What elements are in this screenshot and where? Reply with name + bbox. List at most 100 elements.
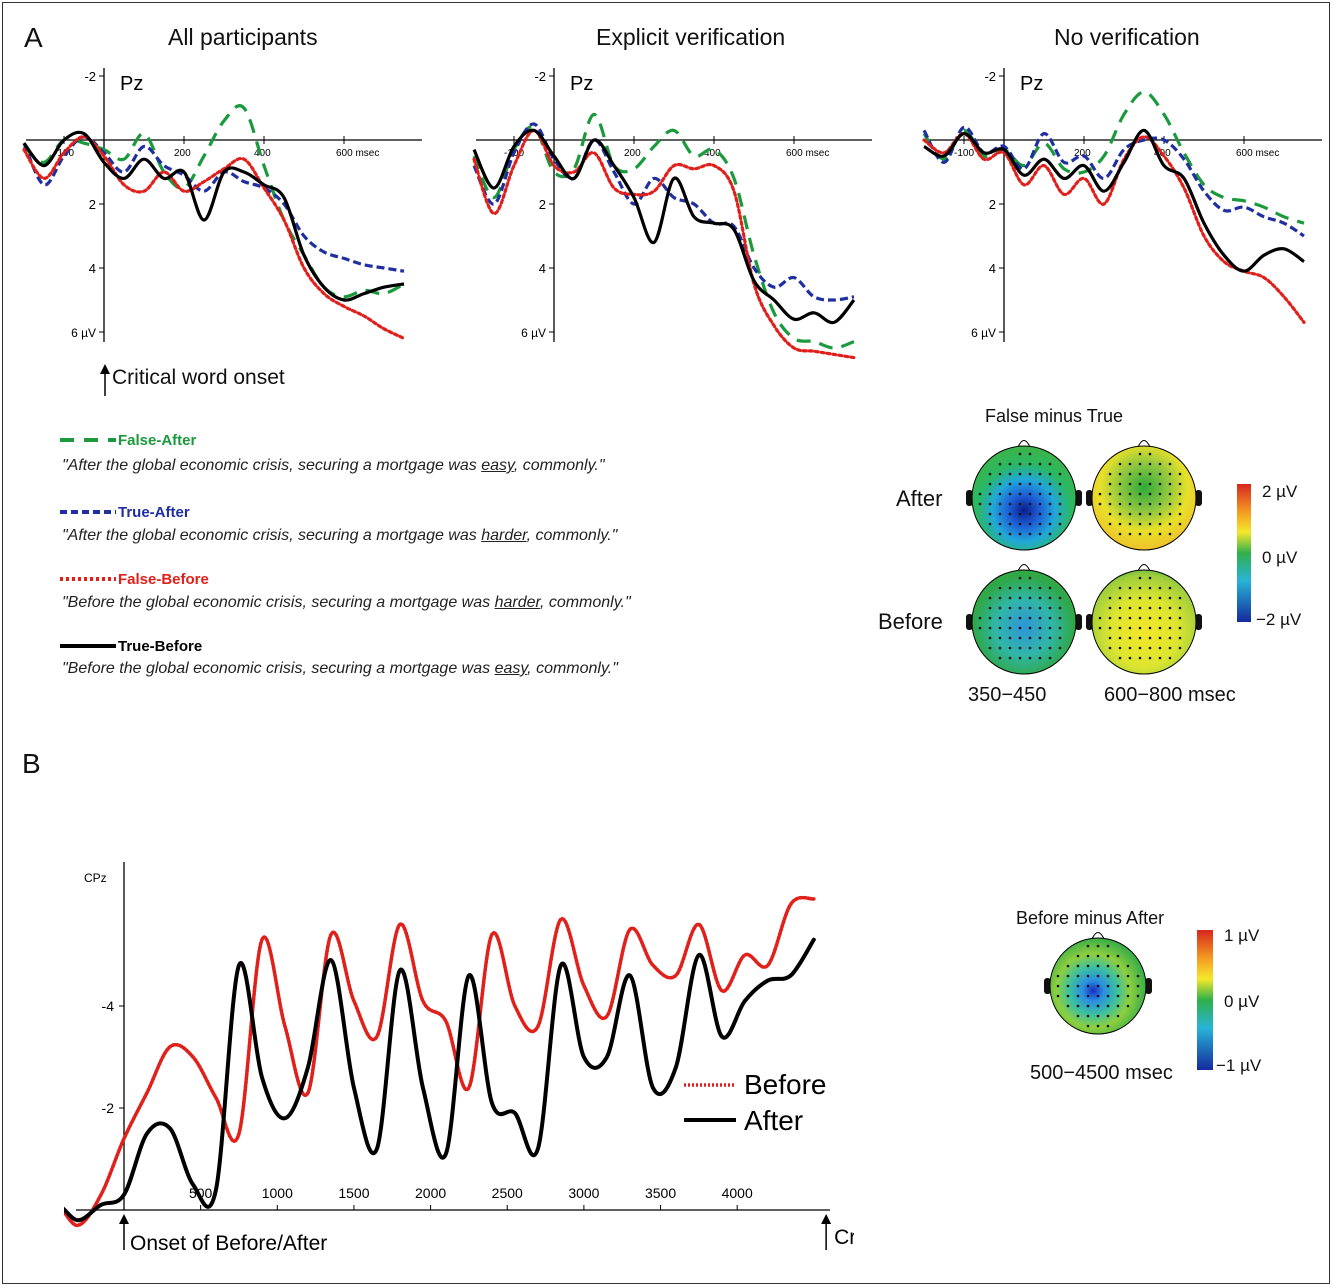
electrode-dot	[1128, 532, 1132, 536]
scale-a-max: 2 µV	[1262, 482, 1298, 501]
legend-label-before: Before	[744, 1069, 827, 1100]
right-ear	[1145, 978, 1152, 994]
electrode-dot	[1126, 984, 1130, 988]
electrode-dot	[1108, 636, 1112, 640]
electrode-dot	[1038, 636, 1042, 640]
nose	[1137, 564, 1151, 572]
onset-before-after-arrow-head	[119, 1214, 129, 1224]
electrode-dot	[1148, 512, 1152, 516]
topo-map-after-600-800	[1086, 440, 1202, 551]
electrode-dot	[1168, 586, 1172, 590]
electrode-dot	[1128, 482, 1132, 486]
electrode-dot	[1028, 646, 1032, 650]
electrode-dot	[978, 616, 982, 620]
electrode-dot	[1008, 512, 1012, 516]
electrode-dot	[1158, 532, 1162, 536]
electrode-dot	[1158, 586, 1162, 590]
electrode-dot	[1118, 626, 1122, 630]
y-tick-label: 4	[89, 261, 96, 276]
electrode-dot	[1116, 974, 1120, 978]
electrode-dot	[1048, 646, 1052, 650]
electrode-dot	[1158, 522, 1162, 526]
electrode-dot	[1138, 502, 1142, 506]
electrode-dot	[998, 492, 1002, 496]
electrode-dot	[1048, 626, 1052, 630]
electrode-dot	[1158, 482, 1162, 486]
topo-b-title: Before minus After	[1016, 908, 1165, 928]
electrode-dot	[1028, 532, 1032, 536]
electrode-dot	[1168, 656, 1172, 660]
electrode-dot	[1066, 964, 1070, 968]
x-tick-label: 2500	[492, 1185, 523, 1201]
electrode-dot	[1028, 636, 1032, 640]
electrode-dot	[1118, 462, 1122, 466]
y-tick-label: -4	[102, 998, 115, 1014]
electrode-dot	[1028, 576, 1032, 580]
electrode-dot	[1058, 482, 1062, 486]
electrode-dot	[988, 482, 992, 486]
x-tick-label: 600 msec	[1236, 148, 1279, 159]
electrode-dot	[1008, 502, 1012, 506]
x-tick-label: 200	[174, 148, 191, 159]
column-title-no-verification: No verification	[1054, 24, 1200, 50]
series-line-true-before	[923, 128, 1305, 273]
electrode-dot	[1128, 616, 1132, 620]
critical-word: easy	[481, 457, 514, 474]
scalp	[1091, 445, 1197, 551]
electrode-dot	[1048, 606, 1052, 610]
electrode-dot	[988, 502, 992, 506]
electrode-dot	[1018, 646, 1022, 650]
legend-line-true-after	[60, 510, 116, 514]
electrode-dot	[1158, 462, 1162, 466]
electrode-dot	[1148, 532, 1152, 536]
electrode-dot	[1128, 512, 1132, 516]
electrode-dot	[1056, 984, 1060, 988]
electrode-dot	[1118, 606, 1122, 610]
sentence-text: "After the global economic crisis, secur…	[62, 457, 482, 474]
topo-window-600-800: 600−800 msec	[1104, 684, 1236, 706]
electrode-dot	[1018, 606, 1022, 610]
electrode-dot	[1098, 502, 1102, 506]
series-line-false-before	[472, 128, 856, 360]
electrode-dot	[1038, 472, 1042, 476]
electrode-dot	[1128, 502, 1132, 506]
electrode-dot	[1178, 646, 1182, 650]
sentence-text: "Before the global economic crisis, secu…	[62, 594, 495, 611]
electrode-dot	[1096, 1024, 1100, 1028]
electrode-dot	[1048, 492, 1052, 496]
electrode-dot	[1158, 616, 1162, 620]
electrode-dot	[1056, 974, 1060, 978]
electrode-dot	[1168, 512, 1172, 516]
electrode-dot	[1108, 492, 1112, 496]
electrode-dot	[1118, 482, 1122, 486]
electrode-dot	[1148, 636, 1152, 640]
series-line-false-after	[922, 90, 1305, 225]
column-title-all-participants: All participants	[168, 24, 318, 50]
x-tick-label: 3000	[568, 1185, 599, 1201]
electrode-dot	[1136, 984, 1140, 988]
left-ear	[966, 490, 973, 506]
electrode-dot	[1116, 984, 1120, 988]
electrode-dot	[1086, 954, 1090, 958]
electrode-dot	[1058, 522, 1062, 526]
electrode-dot	[1178, 636, 1182, 640]
electrode-dot	[1058, 606, 1062, 610]
right-ear	[1195, 614, 1202, 630]
scale-b-zero: 0 µV	[1224, 992, 1260, 1011]
electrode-dot	[1018, 656, 1022, 660]
electrode-label: Pz	[120, 73, 143, 95]
electrode-dot	[1168, 646, 1172, 650]
electrode-dot	[1148, 646, 1152, 650]
electrode-dot	[1048, 462, 1052, 466]
y-tick-label: 4	[539, 261, 546, 276]
scalp	[971, 569, 1077, 675]
x-tick-label: 1500	[338, 1185, 369, 1201]
electrode-dot	[1116, 954, 1120, 958]
critical-word-onset-arrow	[100, 364, 110, 396]
scalp	[971, 445, 1077, 551]
electrode-dot	[1108, 512, 1112, 516]
electrode-dot	[988, 636, 992, 640]
electrode-dot	[1058, 472, 1062, 476]
left-ear	[1086, 490, 1093, 506]
topo-b-window: 500−4500 msec	[1030, 1062, 1173, 1084]
